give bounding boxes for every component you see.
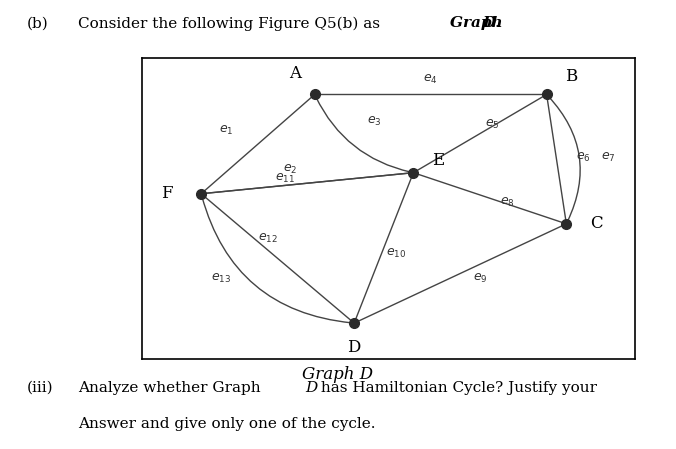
Text: Graph D: Graph D xyxy=(302,366,374,383)
Text: .: . xyxy=(494,16,499,30)
Text: $e_{3}$: $e_{3}$ xyxy=(366,115,381,128)
Text: F: F xyxy=(161,185,172,202)
Text: Graph: Graph xyxy=(450,16,508,30)
Text: E: E xyxy=(432,152,444,169)
Text: $e_{8}$: $e_{8}$ xyxy=(500,196,514,209)
FancyArrowPatch shape xyxy=(316,97,410,172)
Text: A: A xyxy=(289,65,301,82)
Text: D: D xyxy=(483,16,496,30)
FancyArrowPatch shape xyxy=(202,196,352,323)
Text: $e_{13}$: $e_{13}$ xyxy=(211,272,231,285)
Text: D: D xyxy=(347,339,361,356)
Text: Answer and give only one of the cycle.: Answer and give only one of the cycle. xyxy=(78,417,375,431)
Text: $e_{6}$: $e_{6}$ xyxy=(576,151,591,164)
Text: D: D xyxy=(306,381,318,395)
Text: $e_{2}$: $e_{2}$ xyxy=(283,163,297,176)
Text: has Hamiltonian Cycle? Justify your: has Hamiltonian Cycle? Justify your xyxy=(316,381,598,395)
Text: Consider the following Figure Q5(b) as: Consider the following Figure Q5(b) as xyxy=(78,16,385,31)
Text: Analyze whether Graph: Analyze whether Graph xyxy=(78,381,265,395)
FancyArrowPatch shape xyxy=(548,97,580,221)
Text: $e_{7}$: $e_{7}$ xyxy=(601,151,616,164)
Text: C: C xyxy=(589,216,602,232)
Text: $e_{5}$: $e_{5}$ xyxy=(485,118,500,131)
Text: $e_{4}$: $e_{4}$ xyxy=(423,73,438,86)
Text: (b): (b) xyxy=(27,16,49,30)
Text: $e_{1}$: $e_{1}$ xyxy=(218,124,233,137)
Text: B: B xyxy=(565,68,577,85)
Text: (iii): (iii) xyxy=(27,381,53,395)
Text: $e_{12}$: $e_{12}$ xyxy=(258,232,278,246)
Text: $e_{11}$: $e_{11}$ xyxy=(275,172,295,185)
Text: $e_{9}$: $e_{9}$ xyxy=(473,272,487,285)
Text: $e_{10}$: $e_{10}$ xyxy=(386,247,406,260)
